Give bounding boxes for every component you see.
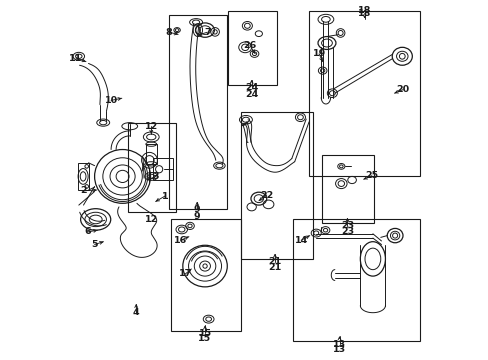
Text: 4: 4 (133, 308, 139, 317)
Text: 9: 9 (193, 205, 200, 214)
Text: 26: 26 (243, 41, 256, 50)
Bar (128, 123, 176, 212)
Text: 21: 21 (268, 263, 281, 272)
Text: 12: 12 (144, 215, 158, 224)
Bar (228, 12, 276, 85)
Text: 17: 17 (178, 269, 192, 278)
Text: 20: 20 (396, 85, 409, 94)
Text: 18: 18 (357, 9, 370, 18)
Text: 23: 23 (340, 227, 353, 236)
Text: 15: 15 (198, 329, 211, 338)
Bar (145, 144, 156, 164)
Text: 13: 13 (332, 345, 346, 354)
Text: 18: 18 (357, 6, 370, 15)
Text: 11: 11 (69, 54, 82, 63)
Text: 7: 7 (203, 28, 210, 37)
Text: 12: 12 (144, 122, 158, 131)
Bar (169, 15, 226, 209)
Text: 24: 24 (244, 90, 258, 99)
Bar (321, 155, 373, 223)
Text: 10: 10 (104, 96, 118, 105)
Text: 8: 8 (165, 28, 172, 37)
Bar (153, 158, 172, 180)
Bar (292, 220, 419, 341)
Text: 1: 1 (161, 192, 168, 201)
Bar (308, 12, 419, 176)
Text: 14: 14 (294, 236, 307, 245)
Text: 5: 5 (91, 240, 98, 249)
Bar (171, 220, 241, 330)
Text: 23: 23 (340, 221, 353, 230)
Text: 21: 21 (268, 257, 281, 266)
Text: 6: 6 (84, 228, 91, 237)
Text: 15: 15 (197, 334, 210, 343)
Text: 22: 22 (260, 190, 273, 199)
Bar (241, 112, 312, 259)
Text: 25: 25 (365, 171, 378, 180)
Text: 2: 2 (81, 186, 87, 195)
Text: 24: 24 (244, 83, 258, 92)
Text: 9: 9 (193, 212, 200, 221)
Text: 16: 16 (174, 236, 187, 245)
Text: 3: 3 (152, 172, 159, 181)
Text: 19: 19 (312, 49, 325, 58)
Text: 13: 13 (332, 340, 346, 349)
Bar (78, 163, 88, 190)
